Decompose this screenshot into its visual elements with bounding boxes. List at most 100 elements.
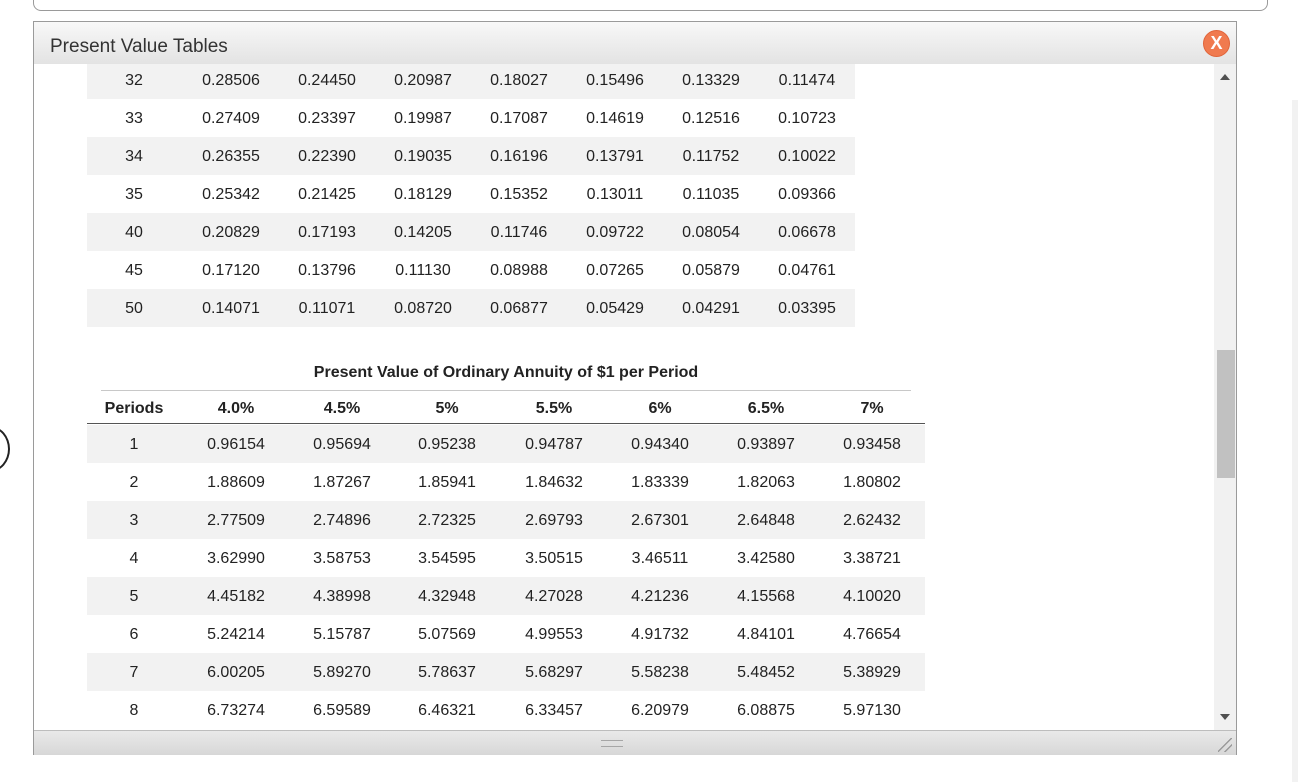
value-cell: 0.18129 (394, 186, 452, 203)
vertical-scrollbar[interactable] (1214, 64, 1236, 730)
table-row: 45 0.17120 0.13796 0.11130 0.08988 0.07265 0.0… (87, 251, 855, 289)
value-cell: 0.17193 (298, 224, 356, 241)
chevron-down-icon[interactable] (1220, 714, 1230, 720)
value-cell: 4.99553 (525, 626, 583, 643)
value-cell: 0.11130 (395, 262, 451, 279)
column-header: 5% (435, 400, 459, 417)
table-row: 32 0.28506 0.24450 0.20987 0.18027 0.15496 0.1… (87, 64, 855, 99)
value-cell: 5.89270 (313, 664, 371, 681)
value-cell: 5.07569 (418, 626, 476, 643)
value-cell: 0.26355 (202, 148, 260, 165)
value-cell: 6.20979 (631, 702, 689, 719)
value-cell: 0.11752 (682, 148, 740, 165)
value-cell: 4.91732 (631, 626, 689, 643)
column-header: 6.5% (747, 400, 785, 417)
table-row: 35 0.25342 0.21425 0.18129 0.15352 0.13011 0.1… (87, 175, 855, 213)
dialog-footer (34, 730, 1236, 755)
value-cell: 0.06678 (778, 224, 836, 241)
background-panel-frame (33, 0, 1268, 11)
value-cell: 0.04291 (682, 300, 740, 317)
value-cell: 0.93897 (737, 436, 795, 453)
value-cell: 5.78637 (418, 664, 476, 681)
drag-handle[interactable] (601, 740, 623, 747)
value-cell: 0.04761 (778, 262, 836, 279)
value-cell: 3.42580 (737, 550, 795, 567)
table-row: 8 6.73274 6.59589 6.46321 6.33457 6.20979 6.08… (87, 691, 925, 729)
value-cell: 2.77509 (207, 512, 265, 529)
dialog-content: 32 0.28506 0.24450 0.20987 0.18027 0.15496 0.1… (34, 64, 1214, 730)
value-cell: 0.13796 (298, 262, 356, 279)
value-cell: 1.84632 (525, 474, 583, 491)
value-cell: 0.14071 (202, 300, 260, 317)
value-cell: 0.23397 (298, 110, 356, 127)
value-cell: 0.19035 (394, 148, 452, 165)
column-header: Periods (104, 400, 164, 417)
annuity-table-title: Present Value of Ordinary Annuity of $1 … (313, 364, 699, 381)
table-row: 3 2.77509 2.74896 2.72325 2.69793 2.67301 2.64… (87, 501, 925, 539)
value-cell: 6.46321 (418, 702, 476, 719)
value-cell: 0.10723 (778, 110, 836, 127)
value-cell: 0.22390 (298, 148, 356, 165)
value-cell: 0.08054 (682, 224, 740, 241)
value-cell: 0.20829 (202, 224, 260, 241)
period-cell: 35 (125, 186, 143, 203)
title-divider (101, 390, 911, 391)
dialog-titlebar[interactable]: Present Value Tables X (34, 22, 1236, 64)
value-cell: 0.03395 (778, 300, 836, 317)
value-cell: 0.15352 (490, 186, 548, 203)
value-cell: 0.07265 (586, 262, 644, 279)
value-cell: 5.58238 (631, 664, 689, 681)
value-cell: 0.05879 (682, 262, 740, 279)
value-cell: 0.94340 (631, 436, 689, 453)
value-cell: 0.95238 (418, 436, 476, 453)
value-cell: 2.74896 (313, 512, 371, 529)
value-cell: 5.68297 (525, 664, 583, 681)
value-cell: 1.82063 (737, 474, 795, 491)
period-cell: 5 (129, 588, 139, 605)
dialog-title: Present Value Tables (50, 36, 228, 57)
close-icon: X (1210, 33, 1223, 53)
table-row: 4 3.62990 3.58753 3.54595 3.50515 3.46511 3.42… (87, 539, 925, 577)
column-header: 5.5% (535, 400, 573, 417)
close-button[interactable]: X (1203, 30, 1230, 57)
value-cell: 0.94787 (525, 436, 583, 453)
value-cell: 0.18027 (490, 72, 548, 89)
value-cell: 3.58753 (313, 550, 371, 567)
column-header: 6% (648, 400, 672, 417)
value-cell: 0.27409 (202, 110, 260, 127)
value-cell: 0.11035 (682, 186, 740, 203)
scrollbar-thumb[interactable] (1217, 350, 1235, 478)
period-cell: 32 (125, 72, 143, 89)
value-cell: 0.05429 (586, 300, 644, 317)
value-cell: 0.20987 (394, 72, 452, 89)
chevron-up-icon[interactable] (1220, 74, 1230, 80)
header-divider (87, 423, 925, 424)
value-cell: 0.96154 (207, 436, 265, 453)
value-cell: 0.13011 (586, 186, 644, 203)
period-cell: 50 (125, 300, 143, 317)
value-cell: 6.08875 (737, 702, 795, 719)
value-cell: 0.08988 (490, 262, 548, 279)
table-row: 40 0.20829 0.17193 0.14205 0.11746 0.09722 0.0… (87, 213, 855, 251)
table-row: 7 6.00205 5.89270 5.78637 5.68297 5.58238 5.48… (87, 653, 925, 691)
value-cell: 0.95694 (313, 436, 371, 453)
value-cell: 4.15568 (737, 588, 795, 605)
value-cell: 1.83339 (631, 474, 689, 491)
present-value-tables-dialog: Present Value Tables X 32 0.28506 0.24450 0… (33, 21, 1237, 755)
value-cell: 0.08720 (394, 300, 452, 317)
value-cell: 0.11474 (778, 72, 836, 89)
value-cell: 3.50515 (525, 550, 583, 567)
value-cell: 5.38929 (843, 664, 901, 681)
column-header: 4.0% (217, 400, 255, 417)
resize-grip-icon[interactable] (1218, 738, 1232, 752)
period-cell: 7 (129, 664, 139, 681)
value-cell: 1.88609 (207, 474, 265, 491)
table-row: 2 1.88609 1.87267 1.85941 1.84632 1.83339 1.82… (87, 463, 925, 501)
value-cell: 0.11746 (490, 224, 548, 241)
period-cell: 3 (129, 512, 139, 529)
value-cell: 4.21236 (631, 588, 689, 605)
value-cell: 6.33457 (525, 702, 583, 719)
value-cell: 6.00205 (207, 664, 265, 681)
value-cell: 0.17120 (202, 262, 260, 279)
value-cell: 3.54595 (418, 550, 476, 567)
